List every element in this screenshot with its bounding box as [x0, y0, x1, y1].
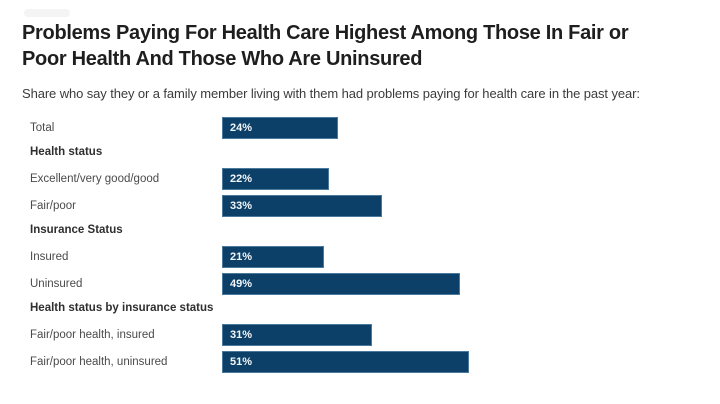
- chart-row: Insured 21%: [30, 246, 710, 268]
- page-title-line-2: Poor Health And Those Who Are Uninsured: [22, 48, 423, 70]
- page-title: Problems Paying For Health Care Highest …: [22, 20, 702, 72]
- row-label: Fair/poor health, insured: [30, 329, 155, 341]
- row-label: Fair/poor health, uninsured: [30, 356, 168, 368]
- bar: 22%: [222, 168, 329, 190]
- bar: 21%: [222, 246, 324, 268]
- group-header: Health status: [30, 146, 103, 158]
- bar-value-label: 22%: [230, 173, 253, 185]
- bar: 49%: [222, 273, 460, 295]
- chart-row: Uninsured 49%: [30, 273, 710, 295]
- bar-value-label: 31%: [230, 329, 253, 341]
- bar: 24%: [222, 117, 338, 139]
- bar: 31%: [222, 324, 372, 346]
- group-header: Health status by insurance status: [30, 302, 214, 314]
- bar: 51%: [222, 351, 469, 373]
- chart-row: Fair/poor health, uninsured 51%: [30, 351, 710, 373]
- artifact-smudge: [24, 9, 70, 17]
- row-label: Fair/poor: [30, 200, 77, 212]
- row-label: Uninsured: [30, 278, 83, 290]
- chart-row: Excellent/very good/good 22%: [30, 168, 710, 190]
- bar-value-label: 21%: [230, 251, 253, 263]
- group-header: Insurance Status: [30, 224, 123, 236]
- row-label: Total: [30, 122, 55, 134]
- chart-subtitle: Share who say they or a family member li…: [22, 86, 640, 101]
- bar-chart: Total 24% Health status Excellent/very good…: [30, 117, 710, 378]
- bar-value-label: 33%: [230, 200, 253, 212]
- bar-value-label: 51%: [230, 356, 253, 368]
- row-label: Insured: [30, 251, 69, 263]
- chart-row: Fair/poor health, insured 31%: [30, 324, 710, 346]
- row-label: Excellent/very good/good: [30, 173, 160, 185]
- bar-value-label: 24%: [230, 122, 253, 134]
- bar: 33%: [222, 195, 382, 217]
- page-title-line-1: Problems Paying For Health Care Highest …: [22, 22, 629, 44]
- chart-row: Fair/poor 33%: [30, 195, 710, 217]
- bar-value-label: 49%: [230, 278, 253, 290]
- chart-row: Total 24%: [30, 117, 710, 139]
